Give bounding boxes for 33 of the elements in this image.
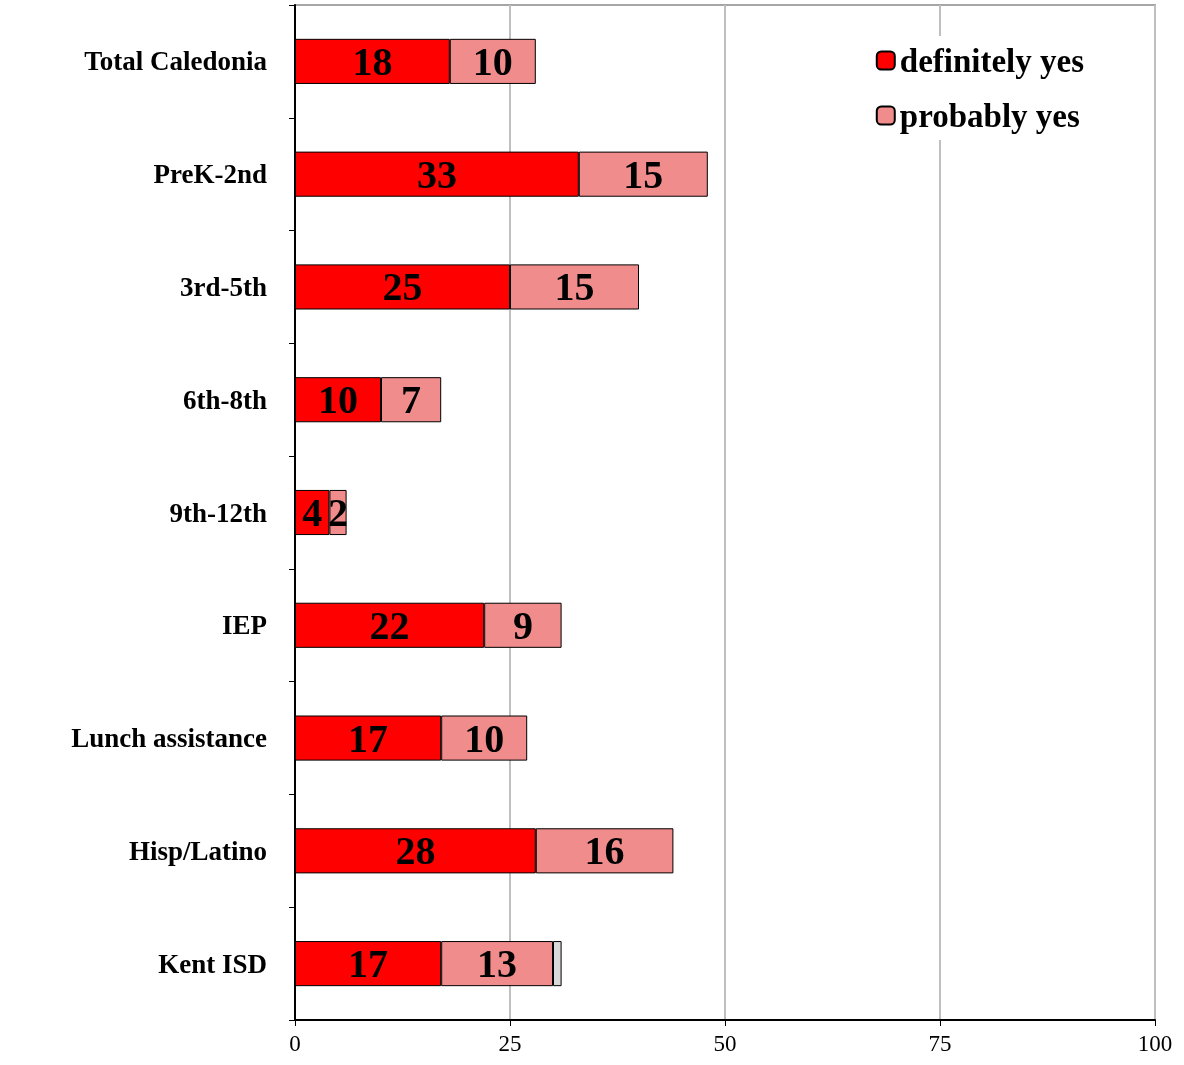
- x-tick-label: 25: [498, 1031, 522, 1056]
- y-tick-label: 3rd-5th: [180, 271, 267, 302]
- x-tick-label: 75: [928, 1031, 952, 1056]
- data-label: 9: [512, 602, 533, 648]
- y-tick-label: Total Caledonia: [84, 46, 268, 77]
- data-label: 10: [464, 715, 505, 761]
- x-tick-label: 50: [713, 1031, 737, 1056]
- data-label: 7: [401, 377, 422, 423]
- y-tick-label: 6th-8th: [182, 384, 267, 415]
- data-label: 13: [477, 941, 518, 987]
- data-label: 28: [395, 828, 436, 874]
- legend-label: definitely yes: [899, 42, 1085, 79]
- data-label: 17: [348, 715, 389, 761]
- data-label: 22: [369, 602, 410, 648]
- y-tick-label: 9th-12th: [169, 497, 267, 528]
- x-tick-label: 0: [289, 1031, 301, 1056]
- data-label: 10: [318, 377, 358, 423]
- y-tick-label: Hisp/Latino: [128, 835, 267, 866]
- data-label: 10: [472, 38, 513, 84]
- y-tick-label: Lunch assistance: [71, 723, 268, 754]
- data-label: 4: [302, 490, 323, 535]
- legend-label: probably yes: [899, 97, 1080, 134]
- data-label: 25: [382, 264, 423, 310]
- x-tick-label: 100: [1137, 1031, 1173, 1056]
- data-label: 15: [623, 151, 664, 197]
- data-label: 33: [416, 151, 457, 197]
- data-label: 15: [554, 264, 595, 310]
- y-tick-label: PreK-2nd: [153, 159, 267, 190]
- data-label: 16: [584, 828, 625, 874]
- data-label: 17: [348, 941, 389, 987]
- y-tick-label: IEP: [221, 610, 267, 641]
- y-tick-label: Kent ISD: [158, 948, 267, 979]
- data-label: 18: [352, 38, 393, 84]
